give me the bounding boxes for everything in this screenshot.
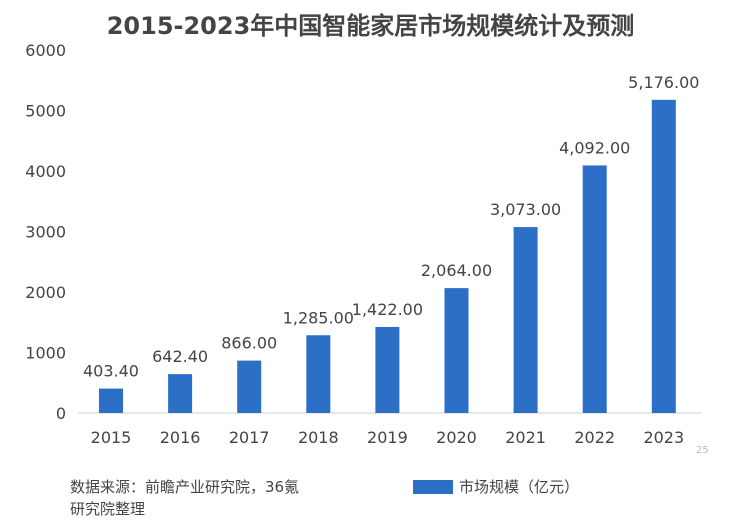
data-label-2021: 3,073.00 [490, 200, 561, 219]
bar-2017 [237, 360, 262, 413]
x-tick-label-2017: 2017 [229, 428, 270, 447]
y-tick-label: 4000 [25, 162, 66, 181]
x-tick-label-2015: 2015 [91, 428, 132, 447]
bar-2023 [651, 99, 676, 414]
y-tick-label: 6000 [25, 41, 66, 60]
data-label-2020: 2,064.00 [421, 261, 492, 280]
source-note: 数据来源：前瞻产业研究院，36氪 研究院整理 [70, 476, 370, 520]
y-tick-label: 0 [56, 404, 66, 423]
legend: 市场规模（亿元） [413, 476, 579, 497]
data-label-2023: 5,176.00 [628, 73, 699, 92]
data-label-2016: 642.40 [152, 347, 208, 366]
y-tick-label: 2000 [25, 283, 66, 302]
x-tick-label-2019: 2019 [367, 428, 408, 447]
data-label-2019: 1,422.00 [352, 300, 423, 319]
x-tick-label-2021: 2021 [505, 428, 546, 447]
x-tick-label-2023: 2023 [643, 428, 684, 447]
source-line-2: 研究院整理 [70, 500, 146, 518]
bar-2018 [306, 335, 331, 413]
bar-2015 [99, 388, 123, 413]
page-number: 25 [696, 445, 709, 456]
data-label-2015: 403.40 [83, 362, 139, 381]
data-label-2017: 866.00 [221, 334, 277, 353]
data-label-2022: 4,092.00 [559, 138, 630, 157]
y-tick-label: 5000 [25, 102, 66, 121]
bar-2016 [168, 374, 193, 413]
bar-2020 [444, 288, 469, 413]
x-tick-label-2018: 2018 [298, 428, 339, 447]
chart-title: 2015-2023年中国智能家居市场规模统计及预测 [106, 12, 635, 40]
x-tick-label-2022: 2022 [574, 428, 615, 447]
bar-2019 [375, 326, 400, 413]
x-tick-label-2016: 2016 [160, 428, 201, 447]
bar-2022 [582, 165, 607, 413]
x-tick-label-2020: 2020 [436, 428, 477, 447]
y-tick-label: 3000 [25, 223, 66, 242]
y-tick-label: 1000 [25, 344, 66, 363]
source-line-1: 数据来源：前瞻产业研究院，36氪 [70, 478, 300, 496]
bar-2021 [513, 227, 538, 413]
legend-label: 市场规模（亿元） [459, 478, 580, 496]
legend-swatch [413, 479, 453, 494]
data-label-2018: 1,285.00 [283, 308, 354, 327]
